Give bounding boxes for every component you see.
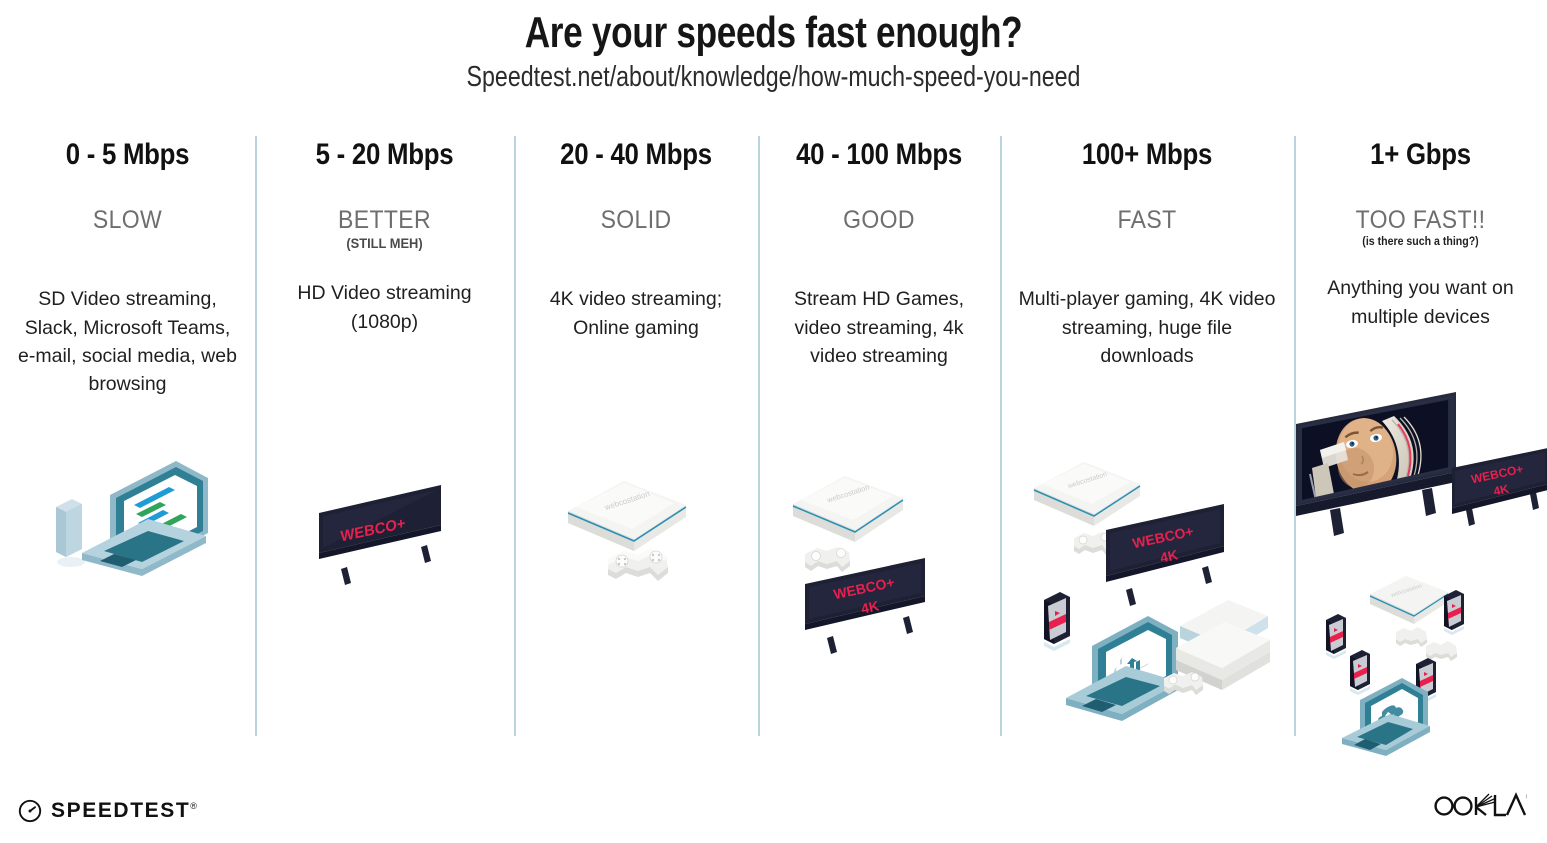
speed-range-label: 5 - 20 Mbps	[315, 138, 454, 171]
speedometer-icon	[18, 799, 42, 823]
svg-text:®: ®	[1526, 794, 1527, 801]
speed-tier-column-3: 20 - 40 Mbps SOLID 4K video streaming; O…	[514, 132, 758, 752]
speedtest-wordmark: SPEEDTEST®	[51, 799, 197, 823]
game-controller	[1396, 627, 1427, 647]
speedtest-wordmark-text: SPEEDTEST	[51, 799, 191, 822]
use-cases-text: 4K video streaming; Online gaming	[549, 288, 723, 339]
quality-label: SLOW	[92, 206, 163, 234]
speedtest-trademark: ®	[190, 801, 197, 811]
speed-range-label: 20 - 40 Mbps	[560, 138, 712, 171]
laptop-device	[1342, 678, 1430, 756]
printer-device	[1176, 600, 1270, 690]
svg-text:4K: 4K	[860, 597, 881, 616]
footer: SPEEDTEST® ®	[0, 773, 1547, 843]
game-controller	[1426, 641, 1457, 661]
illustration-console-controller: webcostation	[514, 467, 758, 597]
quality-label: BETTER	[338, 206, 431, 234]
speed-range-label: 40 - 100 Mbps	[796, 138, 962, 171]
speed-tier-column-2: 5 - 20 Mbps BETTER (STILL MEH) HD Video …	[255, 132, 514, 752]
column-divider	[514, 136, 516, 736]
console-device: webcostation	[1033, 462, 1141, 526]
quality-label: SOLID	[600, 206, 672, 234]
phone-device	[1044, 592, 1070, 651]
speed-tier-column-1: 0 - 5 Mbps SLOW SD Video streaming, Slac…	[0, 132, 255, 752]
quality-label: GOOD	[843, 206, 915, 234]
column-divider	[255, 136, 257, 736]
quality-label: TOO FAST!!	[1355, 206, 1486, 234]
tv-device: WEBCO+ 4K	[1106, 504, 1224, 606]
phone-device	[1444, 590, 1464, 635]
ookla-logo[interactable]: ®	[1431, 788, 1531, 823]
quality-label: FAST	[1117, 206, 1177, 234]
use-cases-text: Anything you want on multiple devices	[1327, 277, 1514, 328]
speed-range-label: 0 - 5 Mbps	[65, 138, 190, 171]
column-divider	[1294, 136, 1296, 736]
console-device: webcostation	[567, 481, 687, 551]
console-device: webcostation	[792, 476, 904, 542]
tv-device: WEBCO+ 4K	[805, 558, 925, 654]
speed-tier-column-4: 40 - 100 Mbps GOOD Stream HD Games, vide…	[758, 132, 1000, 752]
phone-device	[1326, 614, 1346, 659]
game-controller	[805, 547, 850, 572]
svg-text:4K: 4K	[1492, 482, 1510, 499]
speedtest-logo[interactable]: SPEEDTEST®	[18, 799, 197, 823]
laptop-device	[1066, 616, 1180, 721]
big-tv-astronaut	[1296, 392, 1456, 536]
column-divider	[1000, 136, 1002, 736]
game-controller	[1164, 672, 1203, 695]
header: Are your speeds fast enough? Speedtest.n…	[0, 0, 1547, 95]
speed-range-label: 100+ Mbps	[1081, 138, 1213, 171]
tv-device: WEBCO+	[318, 485, 441, 585]
page-title: Are your speeds fast enough?	[524, 8, 1023, 57]
page-subtitle-url: Speedtest.net/about/knowledge/how-much-s…	[466, 61, 1081, 94]
console-device: webcostation	[1369, 576, 1449, 624]
ookla-wordmark-icon: ®	[1434, 792, 1531, 817]
illustration-everything: WEBCO+ 4K webcostation	[1294, 364, 1547, 756]
use-cases-text: Multi-player gaming, 4K video streaming,…	[1018, 288, 1276, 367]
speed-tier-column-6: 1+ Gbps TOO FAST!! (is there such a thin…	[1294, 132, 1547, 756]
illustration-tv: WEBCO+	[255, 477, 514, 607]
use-cases-text: HD Video streaming (1080p)	[297, 282, 472, 333]
illustration-multi-device: webcostation WEBCO+ 4K	[1000, 450, 1294, 750]
game-controller	[608, 549, 668, 581]
speed-tier-columns: 0 - 5 Mbps SLOW SD Video streaming, Slac…	[0, 132, 1547, 756]
speed-tier-column-5: 100+ Mbps FAST Multi-player gaming, 4K v…	[1000, 132, 1294, 752]
phone-device	[1350, 650, 1370, 695]
use-cases-text: Stream HD Games, video streaming, 4k vid…	[793, 288, 965, 367]
quality-sublabel: (is there such a thing?)	[1362, 236, 1479, 249]
column-divider	[758, 136, 760, 736]
svg-text:4K: 4K	[1159, 546, 1180, 565]
speed-range-label: 1+ Gbps	[1370, 138, 1471, 171]
use-cases-text: SD Video streaming, Slack, Microsoft Tea…	[18, 288, 237, 396]
illustration-laptop	[0, 457, 255, 587]
quality-sublabel: (STILL MEH)	[346, 235, 423, 252]
tv-device: WEBCO+ 4K	[1452, 448, 1547, 526]
illustration-console-tv: webcostation WEBCO+ 4K	[758, 462, 1000, 682]
